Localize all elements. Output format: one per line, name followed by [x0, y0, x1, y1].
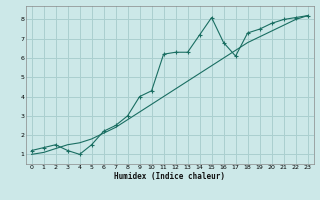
X-axis label: Humidex (Indice chaleur): Humidex (Indice chaleur)	[114, 172, 225, 181]
